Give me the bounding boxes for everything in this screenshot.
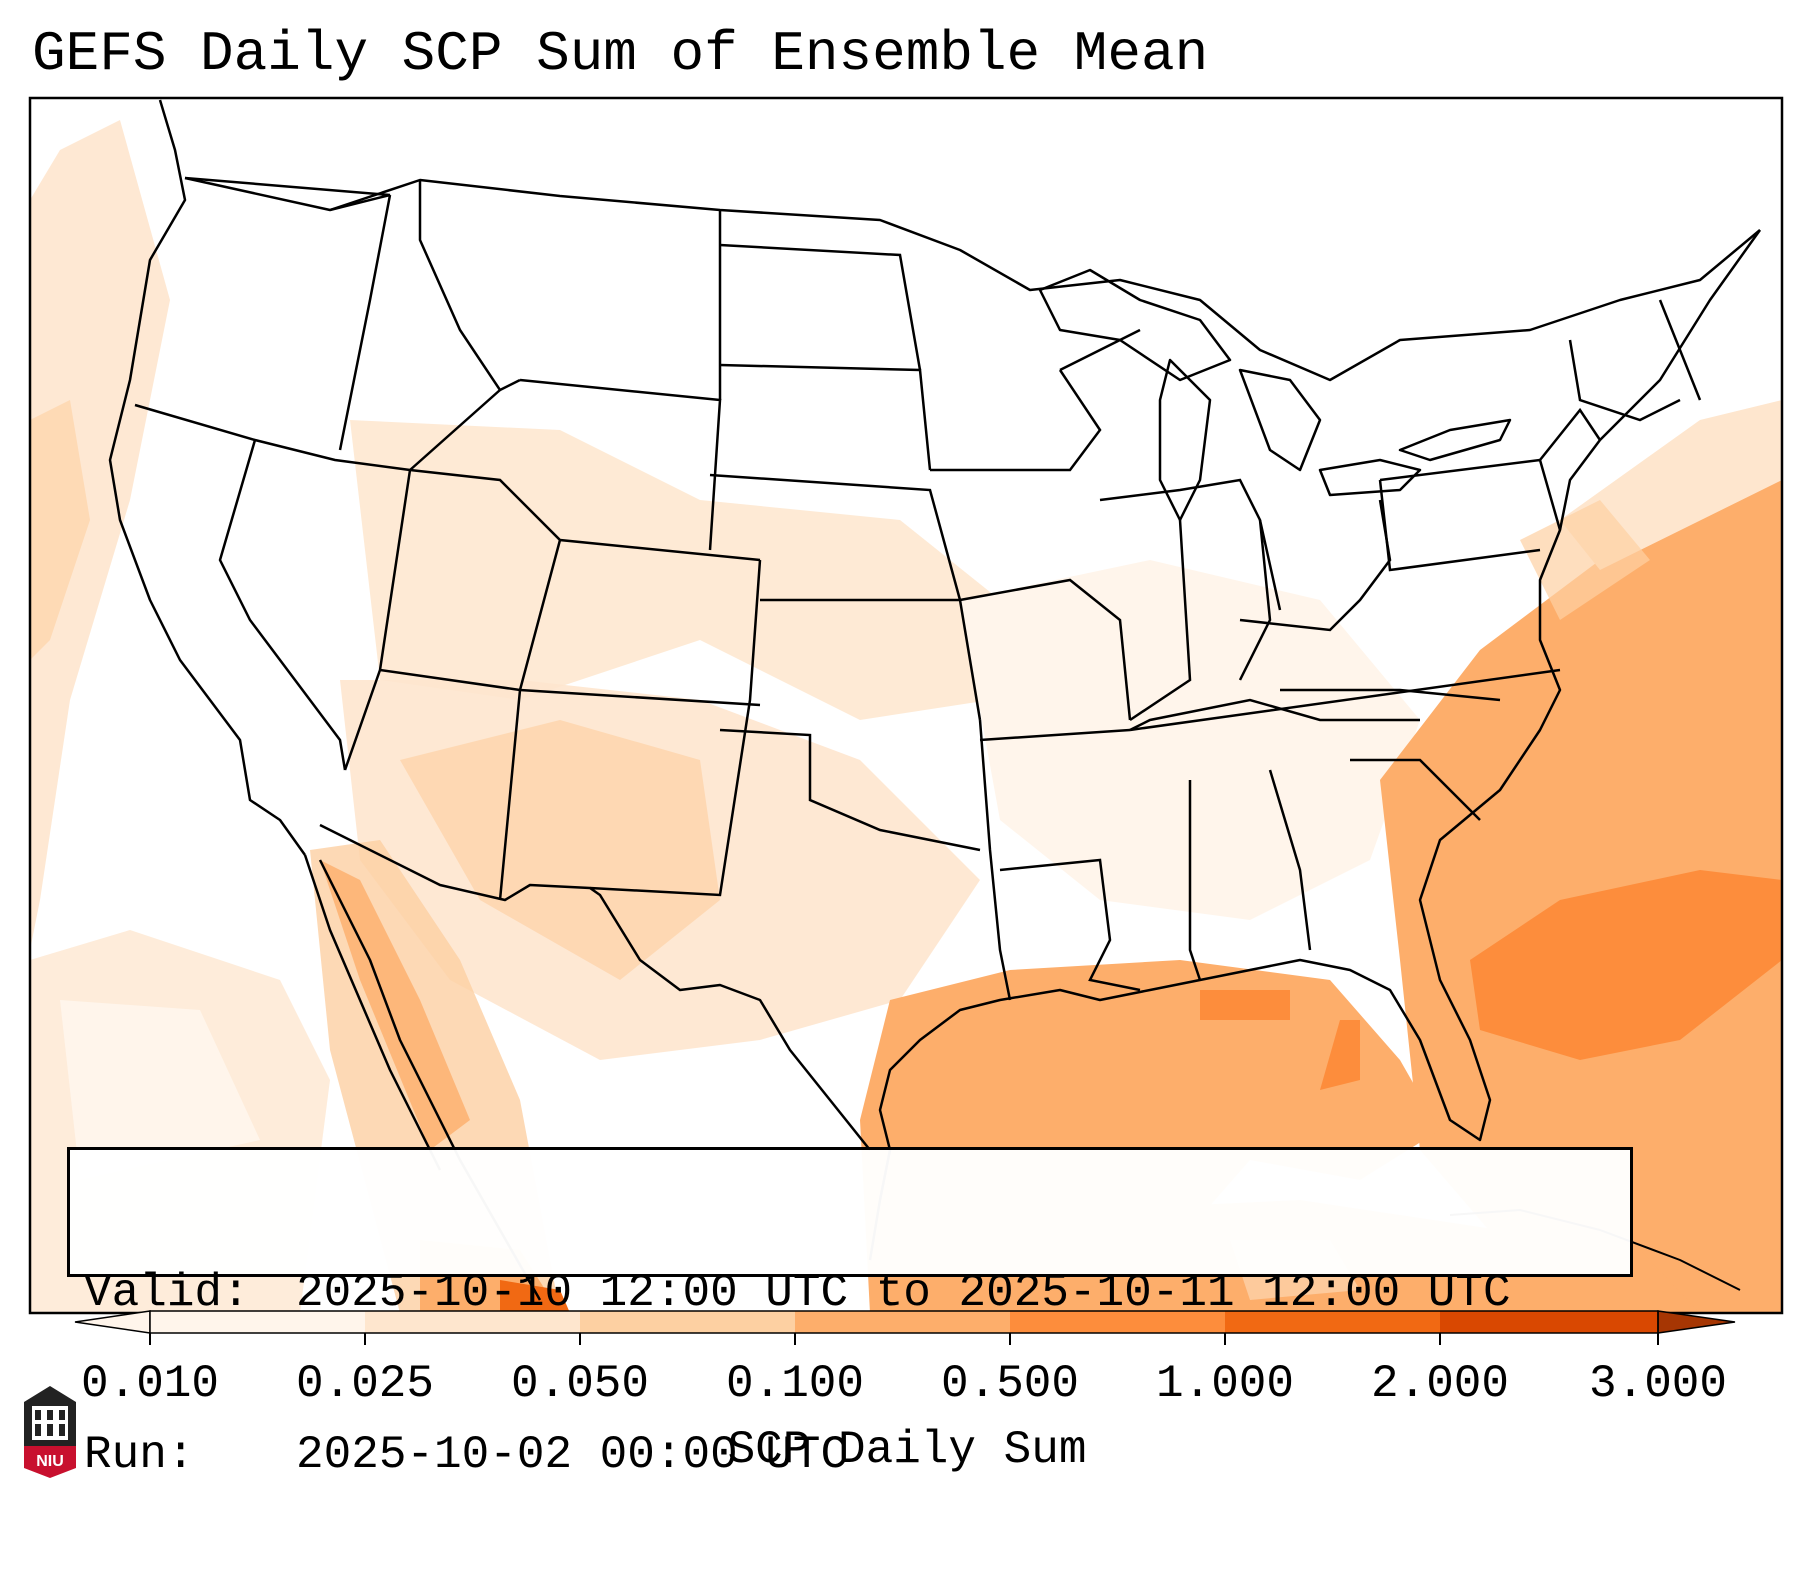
us-mexico-border	[319, 823, 871, 1151]
colorbar-tick-label: 0.025	[295, 1358, 435, 1410]
us-west-coast	[108, 99, 307, 856]
colorbar-band-2	[365, 1311, 580, 1333]
colorbar-extend-high	[1657, 1310, 1736, 1334]
colorbar-tick-label: 2.000	[1370, 1358, 1510, 1410]
us-east-coast	[868, 229, 1762, 1261]
colorbar-title: SCP Daily Sum	[727, 1424, 1087, 1476]
colorbar-tick-label: 3.000	[1588, 1358, 1728, 1410]
figure: GEFS Daily SCP Sum of Ensemble Mean	[24, 22, 1784, 1481]
valid-label: Valid:	[84, 1267, 250, 1319]
svg-text:NIU: NIU	[36, 1453, 64, 1470]
colorbar-band-4	[795, 1311, 1010, 1333]
scp-field	[30, 120, 1782, 1313]
colorbar-band-7	[1440, 1311, 1658, 1333]
colorbar-band-3	[580, 1311, 795, 1333]
map-panel	[30, 98, 1782, 1313]
valid-run-box: Valid: 2025-10-10 12:00 UTC to 2025-10-11…	[67, 1147, 1633, 1481]
baja-california	[303, 854, 442, 1171]
niu-logo-icon: NIU	[24, 1386, 76, 1478]
valid-value: 2025-10-10 12:00 UTC to 2025-10-11 12:00…	[296, 1267, 1511, 1319]
colorbar-tick-label: 0.500	[940, 1358, 1080, 1410]
colorbar-tick-label: 0.010	[80, 1358, 220, 1410]
colorbar-tick-label: 0.050	[510, 1358, 650, 1410]
great-lakes	[1038, 268, 1232, 382]
figure-title: GEFS Daily SCP Sum of Ensemble Mean	[32, 22, 1209, 86]
run-value: 2025-10-02 00:00 UTC	[296, 1429, 849, 1481]
colorbar-ticks	[149, 1333, 1659, 1345]
map-svg	[28, 96, 1784, 1345]
colorbar-tick-label: 1.000	[1155, 1358, 1295, 1410]
colorbar	[74, 1310, 1736, 1345]
state-boundaries	[134, 176, 1702, 1001]
us-canada-border	[184, 176, 1761, 382]
colorbar-band-6	[1225, 1311, 1440, 1333]
colorbar-band-5	[1010, 1311, 1225, 1333]
run-label: Run:	[84, 1429, 195, 1481]
colorbar-tick-label: 0.100	[725, 1358, 865, 1410]
colorbar-band-1	[150, 1311, 365, 1333]
